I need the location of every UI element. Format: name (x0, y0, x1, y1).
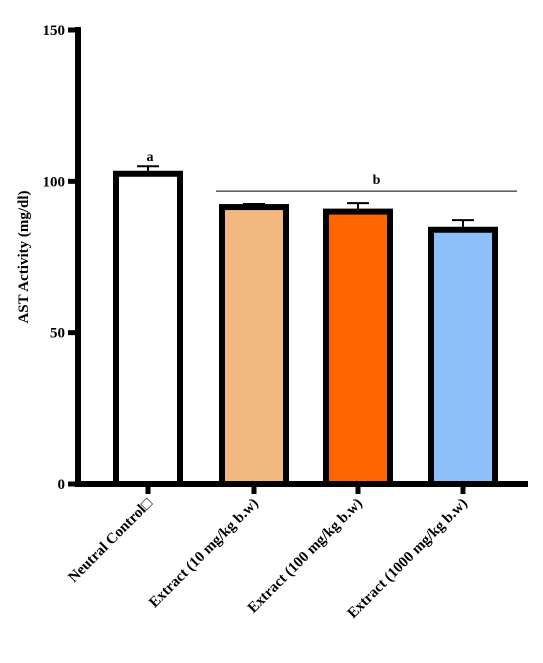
x-tick-label-2: Extract (100 mg/kg b.w) (245, 496, 366, 617)
plot-area: 0 50 100 150 Neutral Control□Extract (10 mg/… (43, 23, 528, 622)
y-tick-label-50: 50 (50, 326, 65, 342)
y-axis-label: AST Activity (mg/dl) (16, 190, 32, 323)
x-tick-label-0: Neutral Control□ (66, 496, 156, 586)
x-tick-label-3: Extract (1000 mg/kg b.w) (345, 496, 471, 622)
significance-label-b: b (373, 173, 381, 188)
y-tick-label-0: 0 (58, 477, 66, 493)
significance-label-a: a (147, 150, 154, 165)
y-tick-label-100: 100 (43, 174, 66, 190)
y-tick-label-150: 150 (43, 23, 66, 39)
bar-3 (428, 226, 498, 487)
bar-1 (219, 204, 289, 487)
bar-0 (113, 170, 183, 487)
x-tick-label-1: Extract (10 mg/kg b.w) (146, 496, 262, 612)
bar-2 (323, 208, 393, 487)
